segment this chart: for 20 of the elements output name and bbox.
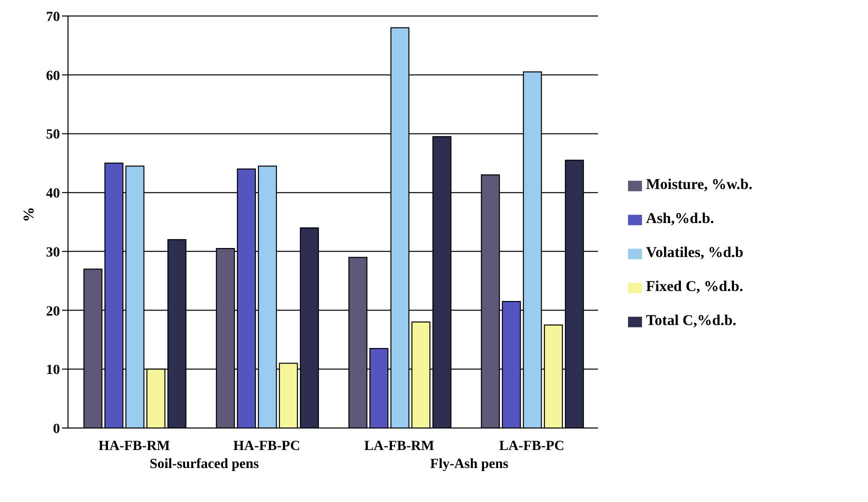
- text: Soil-surfaced pens: [150, 457, 260, 472]
- x-tick-label: LA-FB-RM: [364, 439, 434, 454]
- x-tick-label: HA-FB-PC: [233, 439, 300, 454]
- legend-label: Total C,%d.b.: [646, 313, 736, 329]
- legend-label: Volatiles, %d.b: [646, 245, 744, 261]
- y-tick-label: 10: [46, 363, 60, 378]
- y-tick-label: 60: [46, 68, 60, 84]
- y-tick-label: 40: [46, 186, 60, 202]
- legend-label: Moisture, %w.b.: [646, 177, 752, 193]
- y-tick-label: 50: [46, 128, 60, 143]
- y-tick-label: 70: [46, 10, 60, 25]
- x-tick-label: HA-FB-RM: [98, 439, 170, 454]
- y-tick-label: 30: [46, 245, 60, 260]
- x-tick-label: LA-FB-PC: [499, 439, 564, 454]
- legend-label: Ash,%d.b.: [646, 211, 714, 227]
- y-axis-title: %: [21, 207, 38, 222]
- y-tick-label: 20: [46, 304, 60, 320]
- legend-label: Fixed C, %d.b.: [646, 279, 744, 295]
- text: Fly-Ash pens: [430, 457, 509, 472]
- y-tick-label: 0: [53, 422, 60, 437]
